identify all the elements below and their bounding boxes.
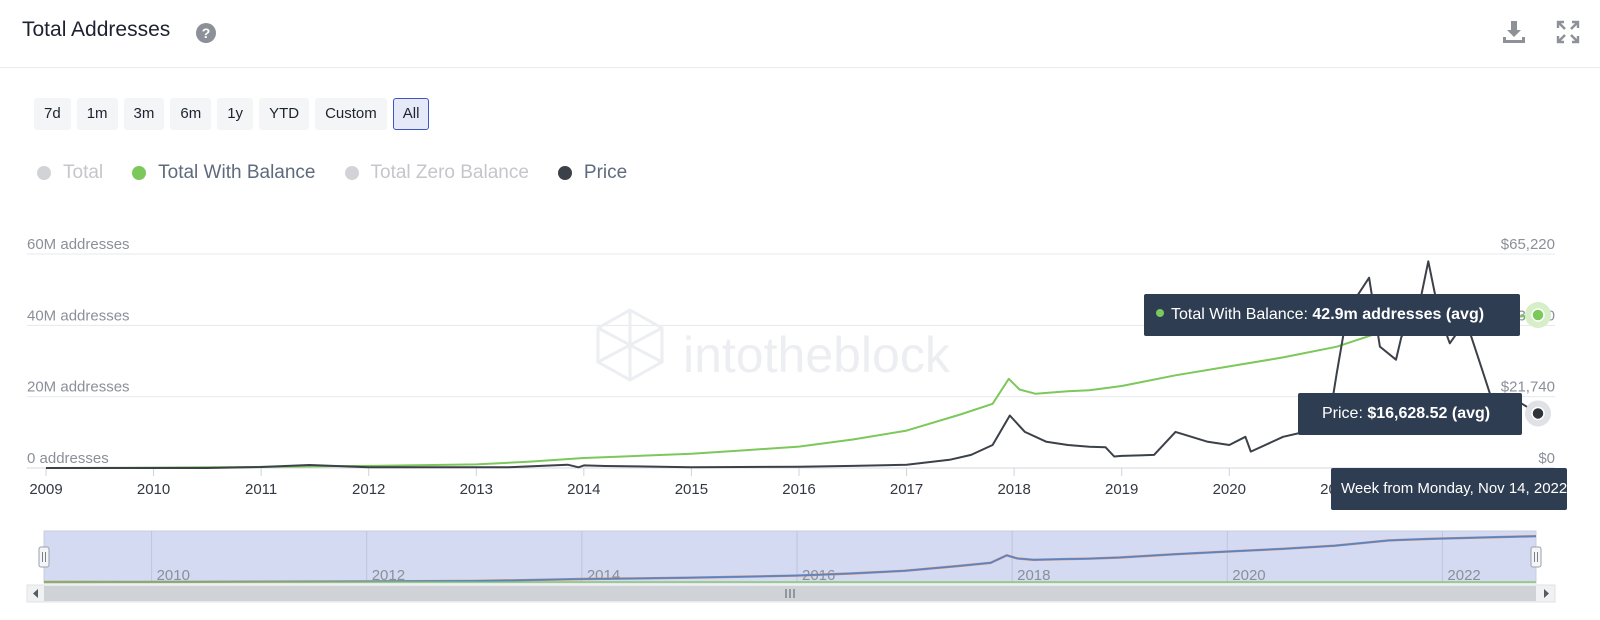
x-tick-label: 2014: [567, 481, 600, 498]
help-icon[interactable]: ?: [196, 23, 216, 43]
tooltip-value: $16,628.52 (avg): [1367, 405, 1491, 422]
legend-label: Total: [63, 162, 104, 183]
x-tick-label: 2015: [675, 481, 708, 498]
navigator-scrollbar[interactable]: [26, 584, 1556, 603]
time-range-selector: 7d 1m 3m 6m 1y YTD Custom All: [34, 98, 430, 130]
x-tick-label: 2016: [782, 481, 815, 498]
hover-marker-balance: [1531, 308, 1545, 322]
series-line-total-with-balance: [45, 314, 1539, 469]
legend-item-total[interactable]: Total: [37, 162, 103, 184]
y-right-tick-label: $0: [1538, 450, 1555, 467]
navigator-tick-label: 2018: [1017, 567, 1050, 584]
range-all-button[interactable]: All: [392, 98, 430, 130]
x-tick-label: 2017: [890, 481, 923, 498]
hover-markers: [1525, 301, 1551, 427]
x-tick-label: 2019: [1105, 481, 1138, 498]
y-left-tick-label: 60M addresses: [27, 236, 130, 253]
navigator-tick-label: 2020: [1232, 567, 1265, 584]
tooltip-value: 42.9m addresses (avg): [1312, 306, 1485, 323]
y-left-tick-label: 40M addresses: [27, 307, 130, 324]
scroll-left-arrow-icon: [33, 589, 38, 598]
expand-icon[interactable]: [1554, 18, 1582, 46]
range-6m-button[interactable]: 6m: [170, 98, 212, 130]
watermark-text: intotheblock: [683, 327, 951, 383]
navigator-series: [43, 535, 1537, 583]
tooltip-week-text: Week from Monday, Nov 14, 2022: [1341, 480, 1568, 497]
y-right-tick-label: $65,220: [1501, 236, 1555, 253]
x-axis: 2009 2010 2011 2012 2013 2014 2015 2016 2017 2018…: [29, 468, 1461, 498]
range-3m-button[interactable]: 3m: [123, 98, 165, 130]
tooltip-total-with-balance: Total With Balance: 42.9m addresses (avg…: [1144, 294, 1520, 336]
x-tick-label: 2011: [245, 481, 277, 498]
chart-legend: Total Total With Balance Total Zero Bala…: [37, 162, 627, 184]
y-left-tick-label: 20M addresses: [27, 379, 130, 396]
legend-marker: [557, 166, 572, 180]
tooltip-week: Week from Monday, Nov 14, 2022: [1331, 468, 1567, 510]
range-custom-button[interactable]: Custom: [315, 98, 387, 130]
navigator-tick-label: 2012: [372, 567, 405, 584]
scroll-right-arrow-icon: [1544, 589, 1549, 598]
page-title: Total Addresses: [22, 18, 171, 41]
chart-header: Total Addresses ?: [0, 0, 1600, 68]
tooltip-price: Price: $16,628.52 (avg): [1298, 393, 1522, 435]
range-7d-button[interactable]: 7d: [34, 98, 71, 130]
x-tick-label: 2013: [460, 481, 493, 498]
legend-marker: [37, 166, 51, 180]
navigator-handle[interactable]: [38, 546, 50, 568]
range-1y-button[interactable]: 1y: [217, 98, 254, 130]
download-icon[interactable]: [1500, 18, 1528, 46]
navigator[interactable]: 2010 2012 2014 2016 2018 2020 2022: [26, 530, 1556, 603]
legend-label: Total With Balance: [158, 162, 316, 183]
navigator-tick-label: 2022: [1447, 567, 1480, 584]
legend-label: Total Zero Balance: [370, 162, 529, 183]
x-tick-label: 2010: [137, 481, 170, 498]
legend-item-price[interactable]: Price: [557, 162, 628, 184]
navigator-tick-label: 2010: [157, 567, 190, 584]
x-tick-label: 2020: [1213, 481, 1246, 498]
range-ytd-button[interactable]: YTD: [259, 98, 310, 130]
tooltip-marker: [1156, 309, 1164, 317]
legend-marker: [344, 166, 359, 180]
legend-item-total-zero-balance[interactable]: Total Zero Balance: [344, 162, 529, 184]
watermark: intotheblock: [596, 308, 951, 383]
navigator-handle[interactable]: [1530, 546, 1542, 568]
range-1m-button[interactable]: 1m: [76, 98, 118, 130]
y-axis-left: 0 addresses 20M addresses 40M addresses 60M…: [27, 236, 130, 467]
legend-marker: [132, 166, 147, 180]
legend-label: Price: [583, 162, 628, 183]
y-right-tick-label: $21,740: [1501, 379, 1555, 396]
hover-marker-price: [1531, 406, 1545, 421]
y-left-tick-label: 0 addresses: [27, 450, 109, 467]
tooltip-label: Total With Balance:: [1171, 306, 1313, 323]
tooltip-label: Price:: [1322, 405, 1368, 422]
x-tick-label: 2009: [29, 481, 62, 498]
x-tick-label: 2018: [997, 481, 1030, 498]
legend-item-total-with-balance[interactable]: Total With Balance: [132, 162, 316, 184]
x-tick-label: 2012: [352, 481, 385, 498]
